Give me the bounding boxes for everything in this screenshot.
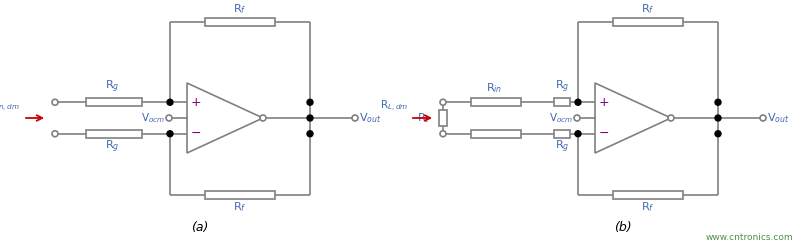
Text: −: − <box>598 127 610 140</box>
Circle shape <box>307 131 313 137</box>
Circle shape <box>574 115 580 121</box>
Text: R$_t$: R$_t$ <box>417 111 430 125</box>
Circle shape <box>260 115 266 121</box>
Text: R$_g$: R$_g$ <box>554 139 570 155</box>
Circle shape <box>307 115 313 121</box>
Bar <box>205 191 275 199</box>
Circle shape <box>575 99 581 105</box>
Text: V$_{ocm}$: V$_{ocm}$ <box>141 111 165 125</box>
Circle shape <box>352 115 358 121</box>
Circle shape <box>715 99 721 105</box>
Text: R$_{in}$: R$_{in}$ <box>486 82 502 95</box>
Circle shape <box>167 131 173 137</box>
Circle shape <box>715 115 721 121</box>
Text: V$_{out}$: V$_{out}$ <box>767 111 790 125</box>
Text: R$_{L, dm}$: R$_{L, dm}$ <box>380 99 408 114</box>
Bar <box>613 18 683 26</box>
Circle shape <box>575 131 581 137</box>
Text: R$_{in, dm}$: R$_{in, dm}$ <box>0 99 20 114</box>
Text: R$_f$: R$_f$ <box>642 200 654 214</box>
Text: (b): (b) <box>614 222 632 234</box>
Bar <box>205 18 275 26</box>
Text: R$_g$: R$_g$ <box>554 79 570 95</box>
Bar <box>471 98 521 106</box>
Circle shape <box>760 115 766 121</box>
Circle shape <box>440 99 446 105</box>
Circle shape <box>307 99 313 105</box>
Circle shape <box>166 115 172 121</box>
Circle shape <box>167 99 173 105</box>
Bar <box>439 110 447 126</box>
Bar <box>86 130 142 138</box>
Text: www.cntronics.com: www.cntronics.com <box>706 232 793 241</box>
Text: +: + <box>598 96 610 109</box>
Bar <box>471 130 521 138</box>
Circle shape <box>52 131 58 137</box>
Text: +: + <box>190 96 202 109</box>
Text: (a): (a) <box>191 222 209 234</box>
Bar <box>554 98 570 106</box>
Bar <box>554 130 570 138</box>
Text: R$_g$: R$_g$ <box>106 79 120 95</box>
Text: R$_g$: R$_g$ <box>106 139 120 155</box>
Text: R$_f$: R$_f$ <box>234 2 246 16</box>
Text: V$_{ocm}$: V$_{ocm}$ <box>549 111 573 125</box>
Circle shape <box>440 131 446 137</box>
Bar <box>86 98 142 106</box>
Bar <box>613 191 683 199</box>
Text: R$_f$: R$_f$ <box>642 2 654 16</box>
Text: −: − <box>190 127 202 140</box>
Text: R$_f$: R$_f$ <box>234 200 246 214</box>
Text: V$_{out}$: V$_{out}$ <box>359 111 382 125</box>
Circle shape <box>668 115 674 121</box>
Circle shape <box>52 99 58 105</box>
Circle shape <box>715 131 721 137</box>
